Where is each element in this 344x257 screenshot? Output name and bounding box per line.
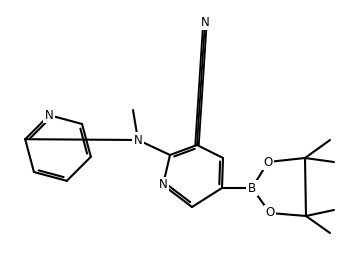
Text: O: O [264, 155, 273, 169]
Text: N: N [133, 133, 142, 146]
Text: N: N [201, 15, 209, 29]
Text: O: O [265, 207, 275, 219]
Text: N: N [45, 109, 54, 122]
Text: B: B [248, 181, 256, 195]
Text: N: N [159, 179, 168, 191]
